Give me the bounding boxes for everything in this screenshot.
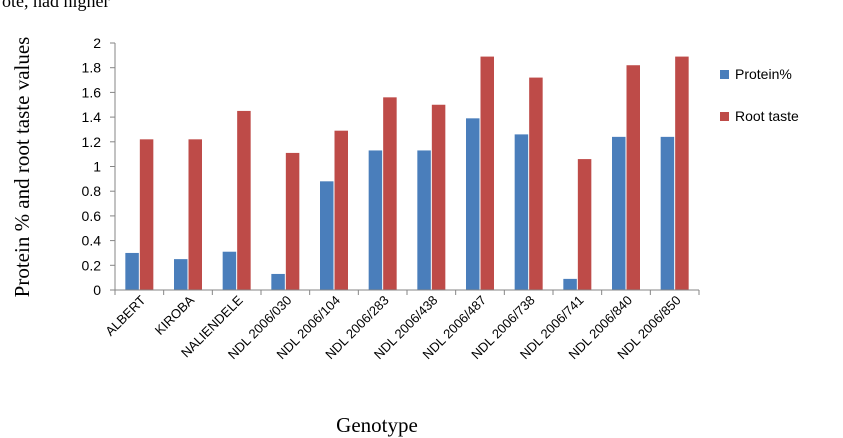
y-tick-label: 0.4 bbox=[82, 233, 102, 249]
bar-protein bbox=[368, 150, 383, 290]
y-tick-label: 1.8 bbox=[82, 60, 102, 76]
bar-root-taste bbox=[626, 65, 640, 290]
bar-root-taste bbox=[383, 97, 397, 290]
y-tick-label: 2 bbox=[93, 35, 101, 51]
legend-swatch bbox=[720, 112, 729, 121]
bar-root-taste bbox=[431, 104, 446, 290]
bar-protein bbox=[466, 118, 480, 291]
bar-protein bbox=[417, 150, 431, 290]
y-tick-label: 0.8 bbox=[82, 183, 102, 199]
bar-protein bbox=[174, 259, 188, 290]
y-tick-label: 0.6 bbox=[82, 208, 102, 224]
bar-root-taste bbox=[334, 130, 348, 290]
y-axis-ticks: 0 0.2 0.4 0.6 0.8 1 1.2 1.4 1.6 1.8 2 bbox=[82, 35, 115, 298]
bar-root-taste bbox=[675, 56, 689, 291]
y-tick-label: 1 bbox=[93, 159, 101, 175]
legend: Protein% Root taste bbox=[720, 66, 799, 124]
bar-protein bbox=[222, 251, 237, 290]
axes bbox=[114, 43, 700, 295]
bar-protein bbox=[271, 273, 285, 290]
bar-protein bbox=[563, 278, 577, 290]
bar-root-taste bbox=[285, 152, 300, 290]
y-axis-title: Protein % and root taste values bbox=[10, 37, 34, 298]
bar-root-taste bbox=[139, 139, 154, 290]
legend-label: Root taste bbox=[735, 108, 799, 124]
bar-protein bbox=[125, 252, 139, 290]
bars bbox=[125, 56, 689, 291]
bar-protein bbox=[514, 134, 529, 290]
bar-root-taste bbox=[529, 77, 543, 290]
y-tick-label: 1.6 bbox=[82, 84, 102, 100]
y-tick-label: 0 bbox=[93, 282, 101, 298]
y-tick-label: 0.2 bbox=[82, 257, 102, 273]
caption-fragment: ote, had higher bbox=[2, 0, 110, 11]
legend-label: Protein% bbox=[735, 66, 792, 82]
bar-root-taste bbox=[237, 110, 251, 290]
bar-root-taste bbox=[577, 159, 592, 290]
y-tick-label: 1.2 bbox=[82, 134, 102, 150]
bar-root-taste bbox=[188, 139, 202, 290]
x-tick-label: ALBERT bbox=[102, 292, 148, 338]
bar-protein bbox=[612, 136, 626, 290]
bar-protein bbox=[660, 136, 675, 290]
bar-root-taste bbox=[480, 56, 494, 291]
legend-swatch bbox=[720, 70, 729, 79]
x-tick-label: KIROBA bbox=[152, 292, 198, 338]
bar-protein bbox=[320, 181, 334, 290]
y-tick-label: 1.4 bbox=[82, 109, 102, 125]
x-axis-title: Genotype bbox=[336, 413, 418, 437]
